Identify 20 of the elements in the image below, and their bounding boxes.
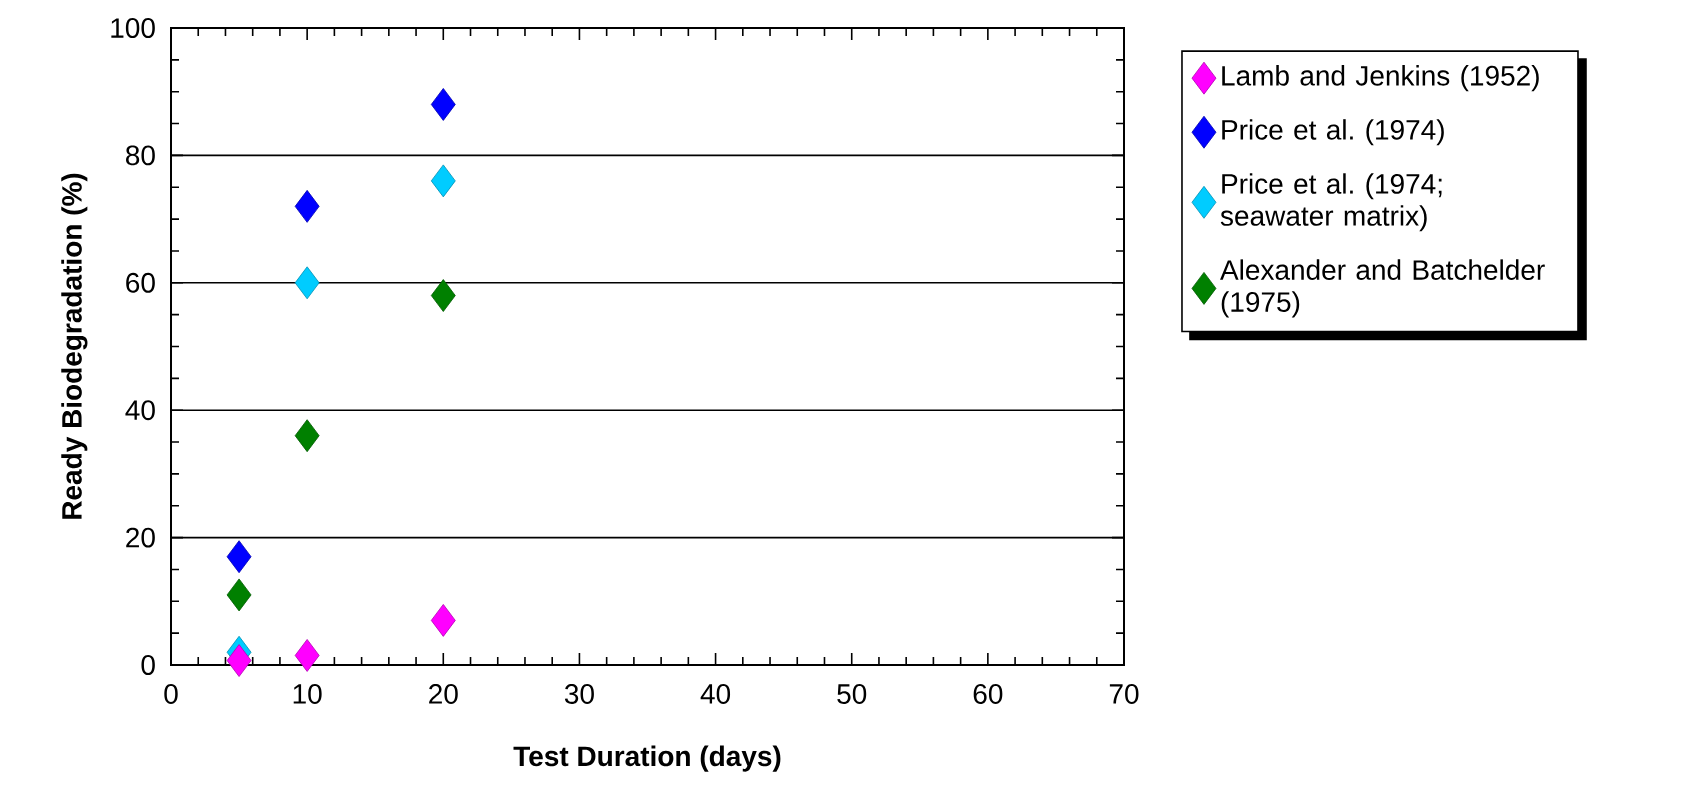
y-tick-label: 80 [126, 145, 155, 166]
x-tick-label: 50 [837, 684, 867, 704]
x-tick-label: 60 [973, 684, 1003, 704]
y-axis-title: Ready Biodegradation (%) [61, 173, 88, 519]
y-tick-label: 100 [111, 18, 155, 38]
y-tick-label: 0 [141, 655, 155, 675]
x-tick-label: 10 [293, 684, 322, 704]
y-tick-label: 20 [126, 527, 155, 548]
x-tick-label: 20 [429, 684, 458, 704]
legend-label: Lamb and Jenkins (1952) [1222, 65, 1539, 92]
x-tick-label: 30 [564, 684, 594, 704]
x-axis-title: Test Duration (days) [513, 745, 781, 772]
legend-label: Price et al. (1974; seawater matrix) [1220, 173, 1442, 232]
x-tick-label: 40 [700, 684, 731, 704]
legend-label: Price et al. (1974) [1222, 119, 1444, 146]
x-tick-label: 70 [1109, 684, 1139, 704]
y-tick-label: 60 [126, 272, 155, 293]
y-tick-label: 40 [125, 400, 155, 421]
x-tick-label: 0 [164, 684, 178, 704]
legend-label: Alexander and Batchelder (1975) [1220, 259, 1545, 318]
